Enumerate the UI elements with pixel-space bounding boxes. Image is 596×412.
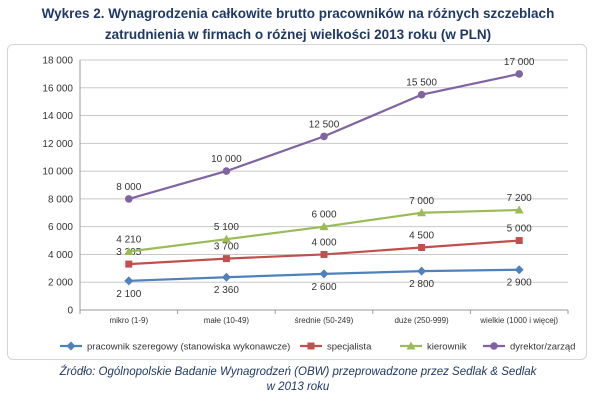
data-point: [124, 276, 134, 286]
data-label: 2 360: [214, 285, 239, 296]
data-point: [320, 250, 328, 258]
data-label: 4 000: [311, 237, 336, 248]
y-tick-label: 14 000: [42, 111, 73, 122]
data-point: [222, 255, 230, 263]
y-tick-label: 10 000: [42, 167, 73, 178]
data-label: 17 000: [504, 57, 535, 68]
legend-label: kierownik: [427, 342, 467, 353]
data-label: 2 900: [507, 278, 532, 289]
x-tick-label: średnie (50-249): [295, 316, 354, 325]
y-tick-label: 0: [67, 306, 73, 317]
legend-label: dyrektor/zarząd: [510, 342, 575, 353]
data-point: [417, 266, 427, 276]
data-label: 8 000: [116, 182, 141, 193]
legend-marker: [490, 342, 498, 350]
data-point: [514, 205, 524, 214]
data-label: 12 500: [309, 119, 340, 130]
y-tick-label: 18 000: [42, 56, 73, 67]
data-point: [320, 132, 328, 141]
data-point: [222, 167, 231, 175]
data-label: 2 800: [409, 279, 434, 290]
x-tick-label: wielkie (1000 i więcej): [479, 316, 558, 325]
legend-marker: [307, 342, 315, 350]
data-point: [417, 208, 427, 217]
data-point: [514, 265, 524, 275]
data-label: 2 600: [311, 282, 336, 293]
legend-marker: [66, 341, 76, 351]
data-label: 3 700: [214, 242, 239, 253]
legend-label: pracownik szeregowy (stanowiska wykonawc…: [87, 342, 290, 353]
data-point: [124, 247, 134, 256]
source-line-2: w 2013 roku: [266, 381, 330, 393]
y-tick-label: 6 000: [48, 222, 73, 233]
data-point: [515, 237, 523, 245]
legend-marker: [406, 341, 416, 350]
data-point: [125, 195, 133, 203]
data-label: 7 200: [507, 193, 532, 204]
data-point: [319, 269, 329, 279]
legend-label: specjalista: [327, 342, 372, 353]
chart-title-line-2: zatrudnienia w firmach o różnej wielkośc…: [104, 27, 492, 42]
data-point: [319, 222, 329, 231]
y-tick-label: 2 000: [48, 278, 73, 289]
data-label: 2 100: [116, 289, 141, 300]
data-label: 6 000: [311, 210, 336, 221]
data-label: 5 000: [507, 224, 532, 235]
x-tick-label: mikro (1-9): [109, 316, 148, 325]
data-point: [418, 244, 426, 251]
data-point: [221, 272, 231, 282]
data-point: [417, 90, 426, 99]
x-tick-label: małe (10-49): [204, 316, 250, 325]
source-line-1: Źródło: Ogólnopolskie Badanie Wynagrodze…: [59, 366, 537, 378]
y-tick-label: 12 000: [42, 139, 73, 150]
data-point: [515, 70, 523, 78]
data-point: [125, 260, 133, 268]
data-label: 4 500: [409, 231, 434, 242]
data-label: 10 000: [211, 154, 242, 165]
data-label: 7 000: [409, 196, 434, 207]
legend: pracownik szeregowy (stanowiska wykonawc…: [60, 342, 575, 353]
data-label: 15 500: [406, 78, 437, 89]
chart-title-line-1: Wykres 2. Wynagrodzenia całkowite brutto…: [41, 6, 555, 21]
chart-title: Wykres 2. Wynagrodzenia całkowite brutto…: [0, 3, 596, 45]
y-tick-label: 4 000: [48, 250, 73, 261]
data-point: [221, 234, 231, 243]
data-label: 5 100: [214, 222, 239, 233]
chart-area: [7, 44, 587, 360]
y-tick-label: 8 000: [48, 194, 73, 205]
x-tick-label: duże (250-999): [394, 316, 449, 325]
y-tick-label: 16 000: [42, 83, 73, 94]
data-label: 4 210: [116, 235, 141, 246]
source-note: Źródło: Ogólnopolskie Badanie Wynagrodze…: [0, 365, 596, 395]
